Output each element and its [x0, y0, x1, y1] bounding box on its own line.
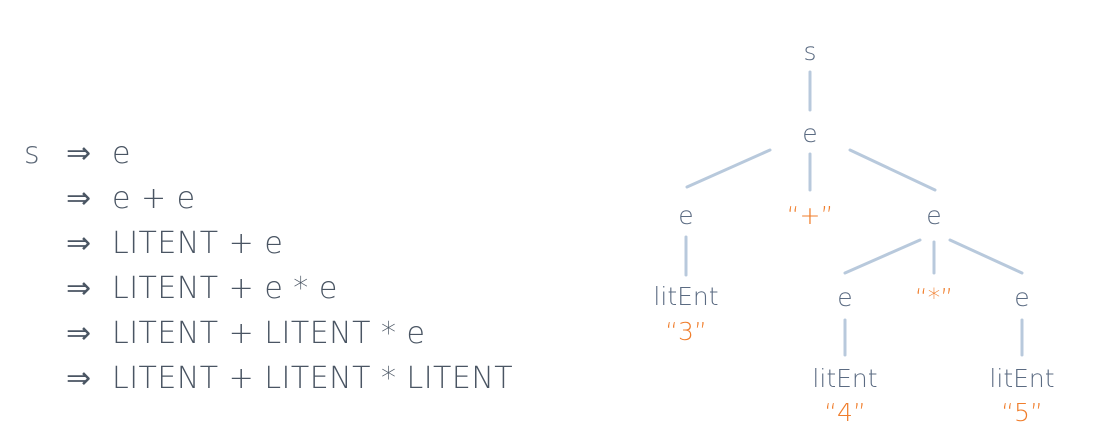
literal-5: “5”	[1001, 398, 1043, 427]
sentential-form: LITENT + LITENT * e	[112, 316, 426, 351]
derives-arrow: ⇒	[66, 181, 92, 216]
derivation-panel: s ⇒ e ⇒ e + e ⇒ LITENT + e ⇒ LITENT + e * e …	[24, 136, 513, 401]
derivation-step: ⇒ LITENT + e	[66, 226, 283, 266]
node-e-rl: e	[837, 283, 852, 312]
derivation-step: ⇒ e	[66, 136, 131, 176]
derives-arrow: ⇒	[66, 136, 92, 171]
edge-eright-err	[948, 238, 1024, 275]
node-e-rr: e	[1014, 283, 1029, 312]
node-litent-left: litEnt	[653, 282, 718, 311]
sentential-form: LITENT + e	[112, 226, 284, 261]
derivation-step: ⇒ e + e	[66, 181, 196, 221]
parse-tree: s e e “+” e litEnt “3” e “*” e litEnt “4…	[653, 37, 1054, 427]
derives-arrow: ⇒	[66, 361, 92, 396]
sentential-form: LITENT + LITENT * LITENT	[112, 361, 514, 396]
node-e-left: e	[678, 201, 693, 230]
node-e-right: e	[926, 201, 941, 230]
derives-arrow: ⇒	[66, 226, 92, 261]
literal-plus: “+”	[787, 201, 834, 230]
derives-arrow: ⇒	[66, 316, 92, 351]
literal-4: “4”	[824, 398, 866, 427]
edge-e-eright	[848, 148, 937, 192]
node-litent-right: litEnt	[989, 364, 1054, 393]
node-litent-mid: litEnt	[812, 364, 877, 393]
literal-star: “*”	[915, 283, 953, 312]
sentential-form: e	[112, 136, 131, 171]
literal-3: “3”	[665, 317, 707, 346]
sentential-form: LITENT + e * e	[112, 271, 338, 306]
node-s: s	[803, 37, 816, 66]
derivation-step: ⇒ LITENT + LITENT * e	[66, 316, 425, 356]
derives-arrow: ⇒	[66, 271, 92, 306]
derivation-step: ⇒ LITENT + LITENT * LITENT	[66, 361, 513, 401]
sentential-form: e + e	[112, 181, 196, 216]
edge-e-eleft	[685, 148, 772, 189]
node-e-top: e	[802, 119, 817, 148]
derivation-step: ⇒ LITENT + e * e	[66, 271, 338, 311]
start-symbol: s	[24, 136, 40, 171]
edge-eright-erl	[843, 238, 922, 275]
